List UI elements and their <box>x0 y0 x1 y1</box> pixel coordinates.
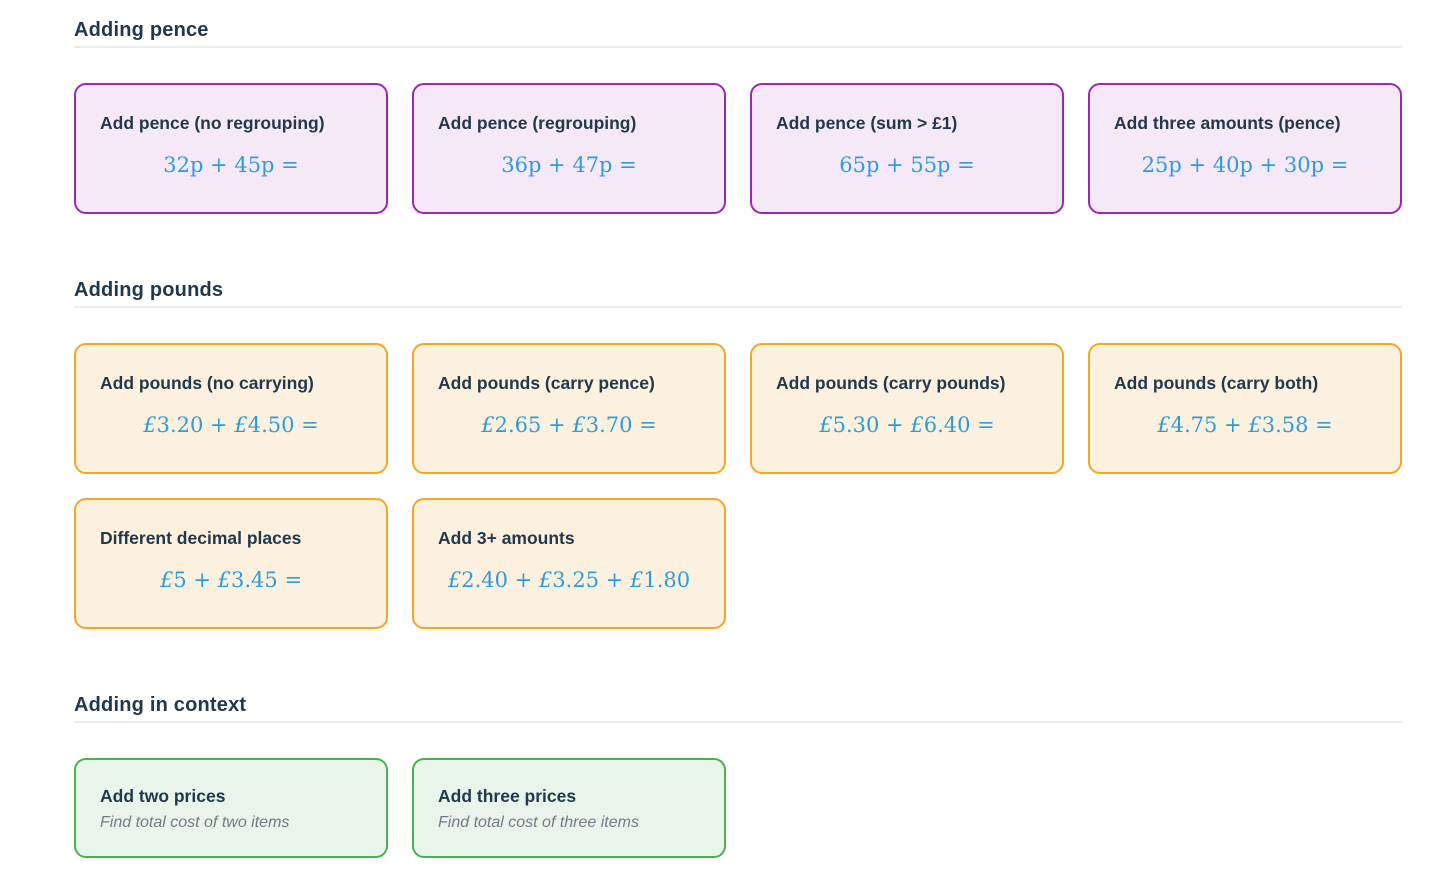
card-add-two-prices[interactable]: Add two prices Find total cost of two it… <box>74 758 388 858</box>
card-title: Add three prices <box>438 786 577 806</box>
pounds-card-grid: Add pounds (no carrying) £3.20 + £4.50 =… <box>74 343 1402 629</box>
card-title: Add pounds (carry pence) <box>438 373 655 393</box>
card-expression: 25p + 40p + 30p = <box>1141 153 1349 177</box>
card-subtitle: Find total cost of two items <box>100 814 290 831</box>
card-expression: 36p + 47p = <box>501 153 637 177</box>
card-title: Add three amounts (pence) <box>1114 113 1341 133</box>
section-divider <box>74 46 1402 48</box>
card-title: Different decimal places <box>100 528 302 548</box>
card-title: Add two prices <box>100 786 226 806</box>
card-add-pence-no-regrouping[interactable]: Add pence (no regrouping) 32p + 45p = <box>74 83 388 214</box>
card-add-three-prices[interactable]: Add three prices Find total cost of thre… <box>412 758 726 858</box>
section-adding-pounds: Adding pounds Add pounds (no carrying) £… <box>74 278 1402 629</box>
card-title: Add pounds (carry both) <box>1114 373 1319 393</box>
card-title: Add pence (sum > £1) <box>776 113 958 133</box>
card-expression: 65p + 55p = <box>839 153 975 177</box>
card-expression: £3.20 + £4.50 = <box>143 413 319 437</box>
card-add-three-amounts-pence[interactable]: Add three amounts (pence) 25p + 40p + 30… <box>1088 83 1402 214</box>
card-title: Add pence (no regrouping) <box>100 113 325 133</box>
card-title: Add 3+ amounts <box>438 528 575 548</box>
card-expression: £2.65 + £3.70 = <box>481 413 657 437</box>
section-adding-pence: Adding pence Add pence (no regrouping) 3… <box>74 18 1402 214</box>
pence-card-grid: Add pence (no regrouping) 32p + 45p = Ad… <box>74 83 1402 214</box>
section-divider <box>74 721 1402 723</box>
card-expression: 32p + 45p = <box>163 153 299 177</box>
section-title-adding-pounds: Adding pounds <box>74 279 224 301</box>
card-add-pounds-carry-both[interactable]: Add pounds (carry both) £4.75 + £3.58 = <box>1088 343 1402 474</box>
card-title: Add pounds (no carrying) <box>100 373 314 393</box>
section-title-adding-pence: Adding pence <box>74 19 209 41</box>
card-expression: £2.40 + £3.25 + £1.80 <box>447 568 691 592</box>
card-add-pounds-carry-pence[interactable]: Add pounds (carry pence) £2.65 + £3.70 = <box>412 343 726 474</box>
card-expression: £5.30 + £6.40 = <box>819 413 995 437</box>
card-add-pence-sum-over-pound[interactable]: Add pence (sum > £1) 65p + 55p = <box>750 83 1064 214</box>
context-card-grid: Add two prices Find total cost of two it… <box>74 758 1402 858</box>
card-add-pounds-carry-pounds[interactable]: Add pounds (carry pounds) £5.30 + £6.40 … <box>750 343 1064 474</box>
card-different-decimal-places[interactable]: Different decimal places £5 + £3.45 = <box>74 498 388 629</box>
card-add-pounds-no-carrying[interactable]: Add pounds (no carrying) £3.20 + £4.50 = <box>74 343 388 474</box>
section-title-adding-in-context: Adding in context <box>74 694 247 716</box>
card-expression: £5 + £3.45 = <box>159 568 303 592</box>
section-adding-in-context: Adding in context Add two prices Find to… <box>74 693 1402 858</box>
section-divider <box>74 306 1402 308</box>
card-add-pence-regrouping[interactable]: Add pence (regrouping) 36p + 47p = <box>412 83 726 214</box>
card-title: Add pence (regrouping) <box>438 113 637 133</box>
card-title: Add pounds (carry pounds) <box>776 373 1006 393</box>
card-subtitle: Find total cost of three items <box>438 814 639 831</box>
card-expression: £4.75 + £3.58 = <box>1157 413 1333 437</box>
card-add-three-plus-amounts[interactable]: Add 3+ amounts £2.40 + £3.25 + £1.80 <box>412 498 726 629</box>
